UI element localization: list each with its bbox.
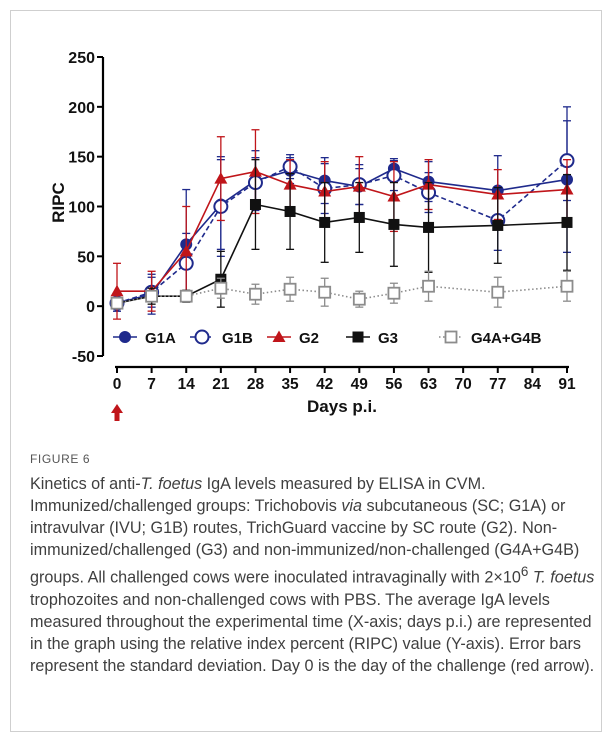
data-point bbox=[423, 221, 435, 233]
y-tick-label: 250 bbox=[68, 50, 95, 67]
series-g1a bbox=[111, 106, 573, 315]
legend-label: G2 bbox=[299, 330, 319, 347]
data-point bbox=[353, 211, 365, 223]
data-point bbox=[283, 282, 297, 296]
series-line bbox=[117, 170, 568, 293]
y-tick-label: 200 bbox=[68, 100, 95, 117]
arrow-head bbox=[111, 404, 123, 413]
series-line bbox=[116, 160, 568, 304]
data-point bbox=[179, 289, 193, 303]
data-point bbox=[179, 244, 193, 257]
x-tick-label: 28 bbox=[247, 376, 265, 393]
data-point bbox=[491, 285, 505, 299]
series-line bbox=[116, 167, 568, 304]
caption-segment: subcutaneous (SC; G1A) or intravulvar (I… bbox=[30, 497, 580, 587]
data-point bbox=[561, 216, 573, 228]
caption-segment: Kinetics of anti- bbox=[30, 475, 141, 493]
data-point bbox=[110, 296, 124, 310]
x-tick-label: 0 bbox=[113, 376, 122, 393]
x-tick-label: 35 bbox=[281, 376, 299, 393]
y-tick-label: 50 bbox=[77, 249, 95, 266]
figure-caption: Kinetics of anti-T. foetus IgA levels me… bbox=[30, 473, 596, 677]
challenge-arrow-icon bbox=[111, 404, 123, 421]
legend-item: G1A bbox=[113, 330, 176, 347]
data-point bbox=[444, 330, 458, 344]
x-tick-label: 77 bbox=[489, 376, 506, 393]
data-point bbox=[284, 205, 296, 217]
x-tick-label: 42 bbox=[316, 376, 333, 393]
x-tick-label: 70 bbox=[455, 376, 472, 393]
legend-item: G3 bbox=[346, 330, 398, 347]
y-tick-label: -50 bbox=[72, 349, 95, 366]
y-axis-title: RIPC bbox=[49, 182, 68, 223]
data-point bbox=[319, 216, 331, 228]
data-point bbox=[352, 331, 364, 343]
legend-item: G1B bbox=[190, 329, 253, 347]
figure-panel: 250 200 150 100 50 0 -50 0 7 14 21 28 35 42 49 56 63 70 77… bbox=[10, 10, 602, 732]
data-point bbox=[387, 286, 401, 300]
series-g4a-g4b bbox=[110, 270, 574, 310]
caption-segment: T. foetus bbox=[140, 475, 203, 493]
legend-label: G1A bbox=[145, 330, 176, 347]
data-point bbox=[422, 279, 435, 293]
y-tick-label: 100 bbox=[68, 200, 95, 217]
x-tick-label: 7 bbox=[147, 376, 156, 393]
legend-label: G4A+G4B bbox=[471, 330, 542, 347]
x-tick-label: 49 bbox=[351, 376, 369, 393]
data-point bbox=[214, 281, 228, 295]
caption-segment: via bbox=[341, 497, 363, 516]
data-point bbox=[119, 331, 131, 343]
data-point bbox=[194, 329, 210, 345]
y-tick-label: 0 bbox=[86, 299, 95, 316]
x-axis-title: Days p.i. bbox=[307, 397, 377, 416]
x-tick-label: 63 bbox=[420, 376, 438, 393]
caption-segment: T. foetus bbox=[532, 568, 595, 587]
x-tick-label: 14 bbox=[178, 376, 196, 393]
data-point bbox=[214, 172, 228, 184]
arrow-shaft bbox=[114, 412, 120, 421]
y-tick-label: 150 bbox=[68, 150, 95, 167]
legend-item: G2 bbox=[267, 330, 319, 347]
data-point bbox=[145, 289, 159, 303]
data-point bbox=[249, 287, 262, 301]
legend-label: G1B bbox=[222, 330, 253, 347]
x-tick-label: 91 bbox=[558, 376, 576, 393]
data-point bbox=[352, 292, 366, 306]
data-point bbox=[110, 284, 124, 297]
data-point bbox=[272, 330, 286, 342]
ripc-line-chart: 250 200 150 100 50 0 -50 0 7 14 21 28 35 42 49 56 63 70 77… bbox=[49, 50, 576, 421]
caption-segment: trophozoites and non-challenged cows wit… bbox=[30, 590, 595, 676]
series-g1b bbox=[109, 120, 575, 312]
figure-label: FIGURE 6 bbox=[30, 452, 91, 466]
x-tick-label: 21 bbox=[212, 376, 230, 393]
x-tick-label: 56 bbox=[385, 376, 403, 393]
caption-segment: IgA levels measured by ELISA in CVM. Imm… bbox=[30, 475, 486, 516]
data-point bbox=[249, 199, 261, 211]
data-point bbox=[492, 219, 504, 231]
x-tick-label: 84 bbox=[524, 376, 542, 393]
data-point bbox=[560, 279, 574, 293]
legend-label: G3 bbox=[378, 330, 398, 347]
data-point bbox=[388, 218, 400, 230]
data-point bbox=[318, 285, 332, 299]
legend-item: G4A+G4B bbox=[439, 330, 542, 347]
caption-segment: 6 bbox=[520, 564, 529, 580]
